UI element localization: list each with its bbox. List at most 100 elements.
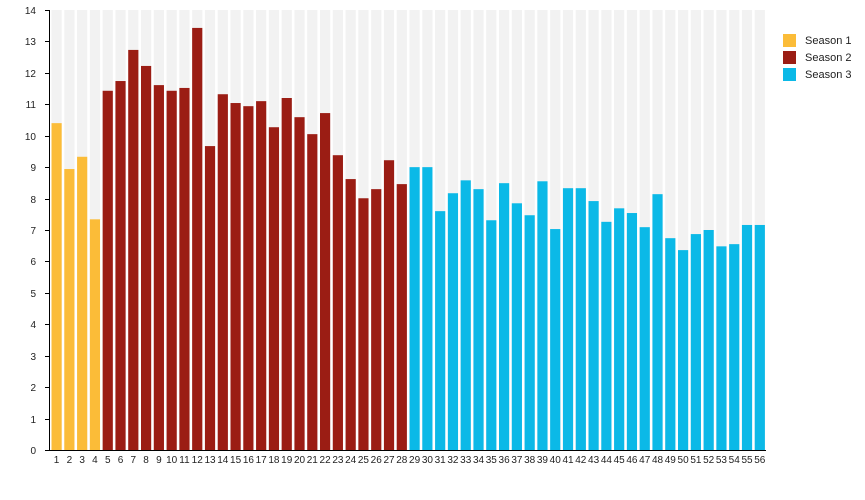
bar-episode-7[interactable]	[128, 49, 139, 451]
x-tick-label: 43	[588, 455, 600, 466]
bar-episode-19[interactable]	[281, 98, 292, 450]
bar-episode-53[interactable]	[716, 246, 727, 450]
bar-episode-47[interactable]	[639, 227, 650, 450]
bar-episode-12[interactable]	[192, 27, 203, 451]
bar-episode-16[interactable]	[243, 106, 254, 451]
legend-item-season-3[interactable]: Season 3	[783, 66, 851, 83]
background-stripe	[729, 10, 740, 450]
bar-episode-41[interactable]	[562, 188, 574, 450]
bar-episode-14[interactable]	[217, 94, 228, 450]
bar-episode-45[interactable]	[614, 208, 625, 450]
bar-episode-51[interactable]	[690, 234, 701, 450]
x-tick-label: 6	[118, 455, 124, 466]
x-tick-label: 7	[131, 455, 137, 466]
x-tick-label: 4	[92, 455, 98, 466]
x-tick-label: 35	[486, 455, 498, 466]
x-tick-label: 36	[499, 455, 511, 466]
y-tick-label: 0	[30, 446, 36, 457]
legend-item-season-1[interactable]: Season 1	[783, 32, 851, 49]
bar-episode-56[interactable]	[754, 224, 765, 450]
x-tick-label: 48	[652, 455, 664, 466]
x-tick-label: 28	[396, 455, 408, 466]
y-tick-label: 4	[30, 320, 36, 331]
bar-episode-26[interactable]	[371, 189, 382, 450]
legend-label: Season 2	[805, 51, 852, 64]
bar-episode-28[interactable]	[396, 184, 407, 450]
legend-swatch	[783, 51, 796, 64]
x-tick-label: 15	[230, 455, 242, 466]
y-tick-label: 8	[30, 195, 36, 206]
x-tick-label: 34	[473, 455, 485, 466]
bar-episode-48[interactable]	[652, 194, 663, 450]
bar-episode-9[interactable]	[153, 85, 164, 450]
x-tick-label: 17	[256, 455, 268, 466]
bar-episode-10[interactable]	[166, 90, 177, 451]
legend-swatch	[783, 34, 796, 47]
x-tick-label: 54	[729, 455, 741, 466]
bar-episode-36[interactable]	[499, 183, 510, 450]
y-tick-label: 5	[30, 289, 36, 300]
x-tick-label: 14	[217, 455, 229, 466]
bar-episode-34[interactable]	[473, 189, 484, 450]
bar-episode-22[interactable]	[320, 113, 331, 450]
x-tick-label: 1	[54, 455, 60, 466]
bar-episode-29[interactable]	[409, 167, 420, 450]
x-tick-label: 20	[294, 455, 306, 466]
bar-episode-1[interactable]	[51, 123, 62, 451]
bar-episode-3[interactable]	[77, 156, 88, 450]
background-stripe	[690, 10, 701, 450]
bar-episode-8[interactable]	[141, 65, 152, 450]
bar-episode-5[interactable]	[102, 90, 113, 451]
bar-episode-37[interactable]	[511, 203, 522, 450]
bar-episode-31[interactable]	[435, 211, 446, 450]
bar-episode-52[interactable]	[703, 230, 714, 450]
bar-episode-17[interactable]	[256, 101, 267, 451]
bar-episode-13[interactable]	[204, 146, 216, 451]
bar-episode-24[interactable]	[345, 179, 356, 451]
bar-episode-38[interactable]	[524, 215, 535, 450]
bar-episode-54[interactable]	[729, 244, 740, 450]
bar-episode-46[interactable]	[626, 213, 638, 450]
bar-episode-32[interactable]	[447, 193, 459, 450]
y-tick-label: 11	[26, 100, 37, 111]
bars	[51, 27, 765, 451]
x-tick-label: 55	[741, 455, 753, 466]
x-tick-label: 2	[67, 455, 73, 466]
x-tick-label: 26	[371, 455, 383, 466]
y-tick-label: 13	[25, 37, 37, 48]
x-tick-label: 44	[601, 455, 613, 466]
bar-episode-2[interactable]	[64, 169, 75, 450]
x-tick-label: 9	[156, 455, 162, 466]
legend-item-season-2[interactable]: Season 2	[783, 49, 851, 66]
bar-episode-6[interactable]	[115, 81, 126, 451]
x-tick-label: 38	[524, 455, 536, 466]
bar-episode-44[interactable]	[601, 221, 612, 450]
bar-episode-27[interactable]	[383, 160, 395, 450]
bar-episode-49[interactable]	[665, 238, 676, 450]
bar-episode-25[interactable]	[358, 198, 369, 450]
x-tick-label: 51	[690, 455, 702, 466]
x-tick-label: 40	[550, 455, 562, 466]
bar-episode-23[interactable]	[332, 155, 343, 450]
bar-episode-21[interactable]	[307, 134, 318, 450]
x-tick-label: 11	[179, 455, 190, 466]
bar-episode-55[interactable]	[741, 224, 753, 450]
x-tick-label: 12	[192, 455, 204, 466]
x-tick-label: 37	[511, 455, 523, 466]
bar-episode-50[interactable]	[678, 250, 689, 450]
x-tick-label: 3	[79, 455, 85, 466]
bar-episode-11[interactable]	[179, 87, 190, 450]
bar-episode-33[interactable]	[460, 180, 471, 451]
bar-episode-30[interactable]	[422, 167, 433, 450]
bar-episode-35[interactable]	[486, 220, 497, 450]
x-tick-label: 29	[409, 455, 421, 466]
bar-episode-40[interactable]	[550, 229, 561, 450]
bar-episode-20[interactable]	[294, 117, 305, 451]
bar-episode-15[interactable]	[230, 103, 241, 451]
bar-episode-18[interactable]	[268, 127, 280, 450]
bar-episode-42[interactable]	[575, 188, 586, 450]
bar-episode-39[interactable]	[537, 181, 548, 451]
x-tick-label: 32	[447, 455, 459, 466]
bar-episode-43[interactable]	[588, 201, 599, 450]
bar-episode-4[interactable]	[89, 219, 101, 450]
